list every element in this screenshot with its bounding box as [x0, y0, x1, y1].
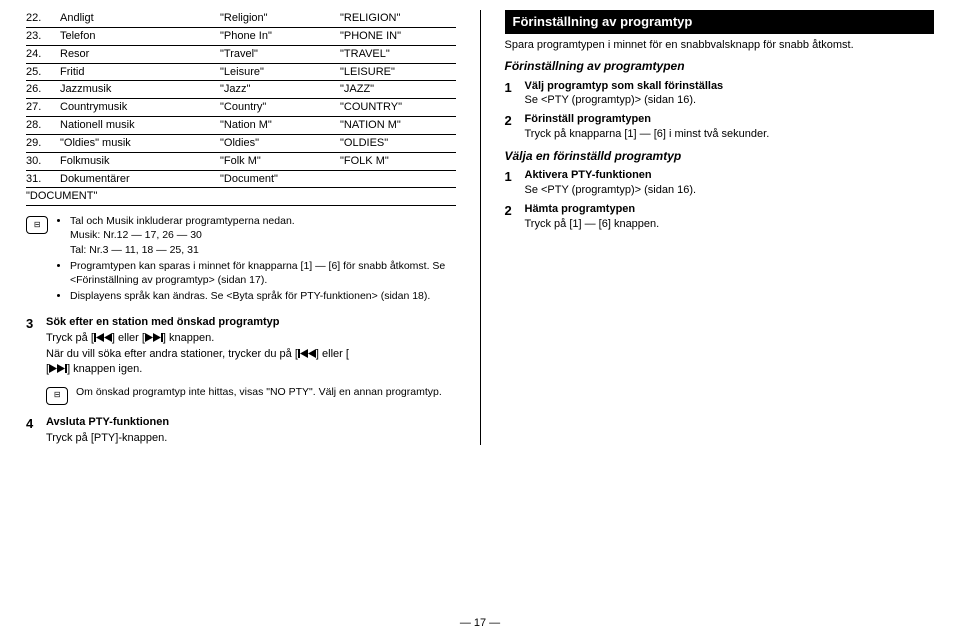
- note-icon: ⊟: [26, 216, 48, 234]
- table-row: 27.Countrymusik"Country""COUNTRY": [26, 99, 456, 117]
- table-row: "DOCUMENT": [26, 188, 456, 206]
- subheading-1: Förinställning av programtypen: [505, 58, 935, 74]
- step-4-num: 4: [26, 415, 40, 446]
- table-row: 29."Oldies" musik"Oldies""OLDIES": [26, 134, 456, 152]
- right-step-r2-p: Tryck på [1] — [6] knappen.: [525, 217, 935, 232]
- right-step-r2-title: Hämta programtypen: [525, 202, 935, 217]
- step-4: 4 Avsluta PTY-funktionen Tryck på [PTY]-…: [26, 415, 456, 446]
- table-row: 28.Nationell musik"Nation M""NATION M": [26, 117, 456, 135]
- right-step-1-p: Se <PTY (programtyp)> (sidan 16).: [525, 93, 935, 108]
- right-step-2-p: Tryck på knapparna [1] — [6] i minst två…: [525, 127, 935, 142]
- note1-line5: Displayens språk kan ändras. Se <Byta sp…: [70, 289, 456, 303]
- right-column: Förinställning av programtyp Spara progr…: [505, 10, 935, 445]
- step-3-title: Sök efter en station med önskad programt…: [46, 315, 456, 330]
- table-row: 26.Jazzmusik"Jazz""JAZZ": [26, 81, 456, 99]
- right-step-1: 1 Välj programtyp som skall förinställas…: [505, 79, 935, 109]
- table-row: 31.Dokumentärer"Document": [26, 170, 456, 188]
- right-step-1-title: Välj programtyp som skall förinställas: [525, 79, 935, 94]
- next-track-icon: [49, 364, 67, 373]
- table-row: 23.Telefon"Phone In""PHONE IN": [26, 27, 456, 45]
- prev-track-icon: [298, 349, 316, 358]
- note1-line4: Programtypen kan sparas i minnet för kna…: [70, 259, 456, 287]
- right-step-r2: 2 Hämta programtypen Tryck på [1] — [6] …: [505, 202, 935, 232]
- right-step-2: 2 Förinställ programtypen Tryck på knapp…: [505, 112, 935, 142]
- note-icon: ⊟: [46, 387, 68, 405]
- note-block-1: ⊟ Tal och Musik inkluderar programtypern…: [26, 214, 456, 305]
- table-row: 25.Fritid"Leisure""LEISURE": [26, 63, 456, 81]
- step-3-p2: När du vill söka efter andra stationer, …: [46, 347, 456, 377]
- right-step-r1-title: Aktivera PTY-funktionen: [525, 168, 935, 183]
- left-column: 22.Andligt"Religion""RELIGION"23.Telefon…: [26, 10, 456, 445]
- right-step-r1-p: Se <PTY (programtyp)> (sidan 16).: [525, 183, 935, 198]
- step-4-p: Tryck på [PTY]-knappen.: [46, 431, 456, 446]
- note1-line2: Musik: Nr.12 — 17, 26 — 30: [70, 228, 456, 242]
- programtype-table: 22.Andligt"Religion""RELIGION"23.Telefon…: [26, 10, 456, 206]
- step-4-title: Avsluta PTY-funktionen: [46, 415, 456, 430]
- step-3-num: 3: [26, 315, 40, 404]
- note1-line1: Tal och Musik inkluderar programtyperna …: [70, 215, 295, 227]
- panel-heading: Förinställning av programtyp: [505, 10, 935, 34]
- subheading-2: Välja en förinställd programtyp: [505, 148, 935, 164]
- step-3-note: Om önskad programtyp inte hittas, visas …: [76, 385, 442, 405]
- right-step-r1: 1 Aktivera PTY-funktionen Se <PTY (progr…: [505, 168, 935, 198]
- column-divider: [480, 10, 481, 445]
- next-track-icon: [145, 333, 163, 342]
- panel-intro: Spara programtypen i minnet för en snabb…: [505, 38, 935, 53]
- right-step-2-title: Förinställ programtypen: [525, 112, 935, 127]
- page-number: — 17 —: [0, 616, 960, 631]
- note1-line3: Tal: Nr.3 — 11, 18 — 25, 31: [70, 243, 456, 257]
- step-3: 3 Sök efter en station med önskad progra…: [26, 315, 456, 404]
- step-3-p1: Tryck på [] eller [] knappen.: [46, 331, 456, 346]
- prev-track-icon: [94, 333, 112, 342]
- table-row: 24.Resor"Travel""TRAVEL": [26, 45, 456, 63]
- table-row: 30.Folkmusik"Folk M""FOLK M": [26, 152, 456, 170]
- table-row: 22.Andligt"Religion""RELIGION": [26, 10, 456, 27]
